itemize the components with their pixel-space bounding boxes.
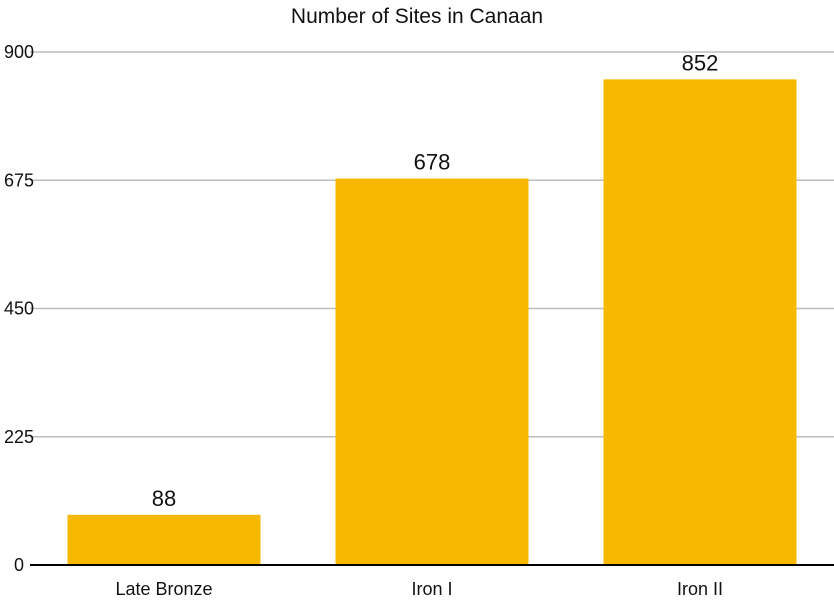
bar: [335, 178, 529, 566]
x-tick-label: Late Bronze: [115, 579, 212, 599]
data-label: 678: [414, 150, 451, 175]
data-labels: 88 678 852: [152, 50, 719, 510]
chart-title: Number of Sites in Canaan: [291, 5, 543, 28]
data-label: 88: [152, 486, 176, 511]
x-tick-label: Iron II: [677, 579, 723, 599]
y-tick-label: 225: [4, 427, 34, 447]
x-tick-label: Iron I: [411, 579, 452, 599]
bar: [67, 514, 261, 565]
bar: [603, 79, 797, 566]
bars: [67, 79, 797, 566]
y-axis-tick-labels: 0 225 450 675 900: [4, 42, 34, 575]
y-tick-label: 675: [4, 170, 34, 190]
y-tick-label: 900: [4, 42, 34, 62]
y-tick-label: 0: [14, 555, 24, 575]
x-axis-tick-labels: Late Bronze Iron I Iron II: [115, 579, 723, 599]
y-tick-label: 450: [4, 299, 34, 319]
data-label: 852: [682, 50, 719, 75]
